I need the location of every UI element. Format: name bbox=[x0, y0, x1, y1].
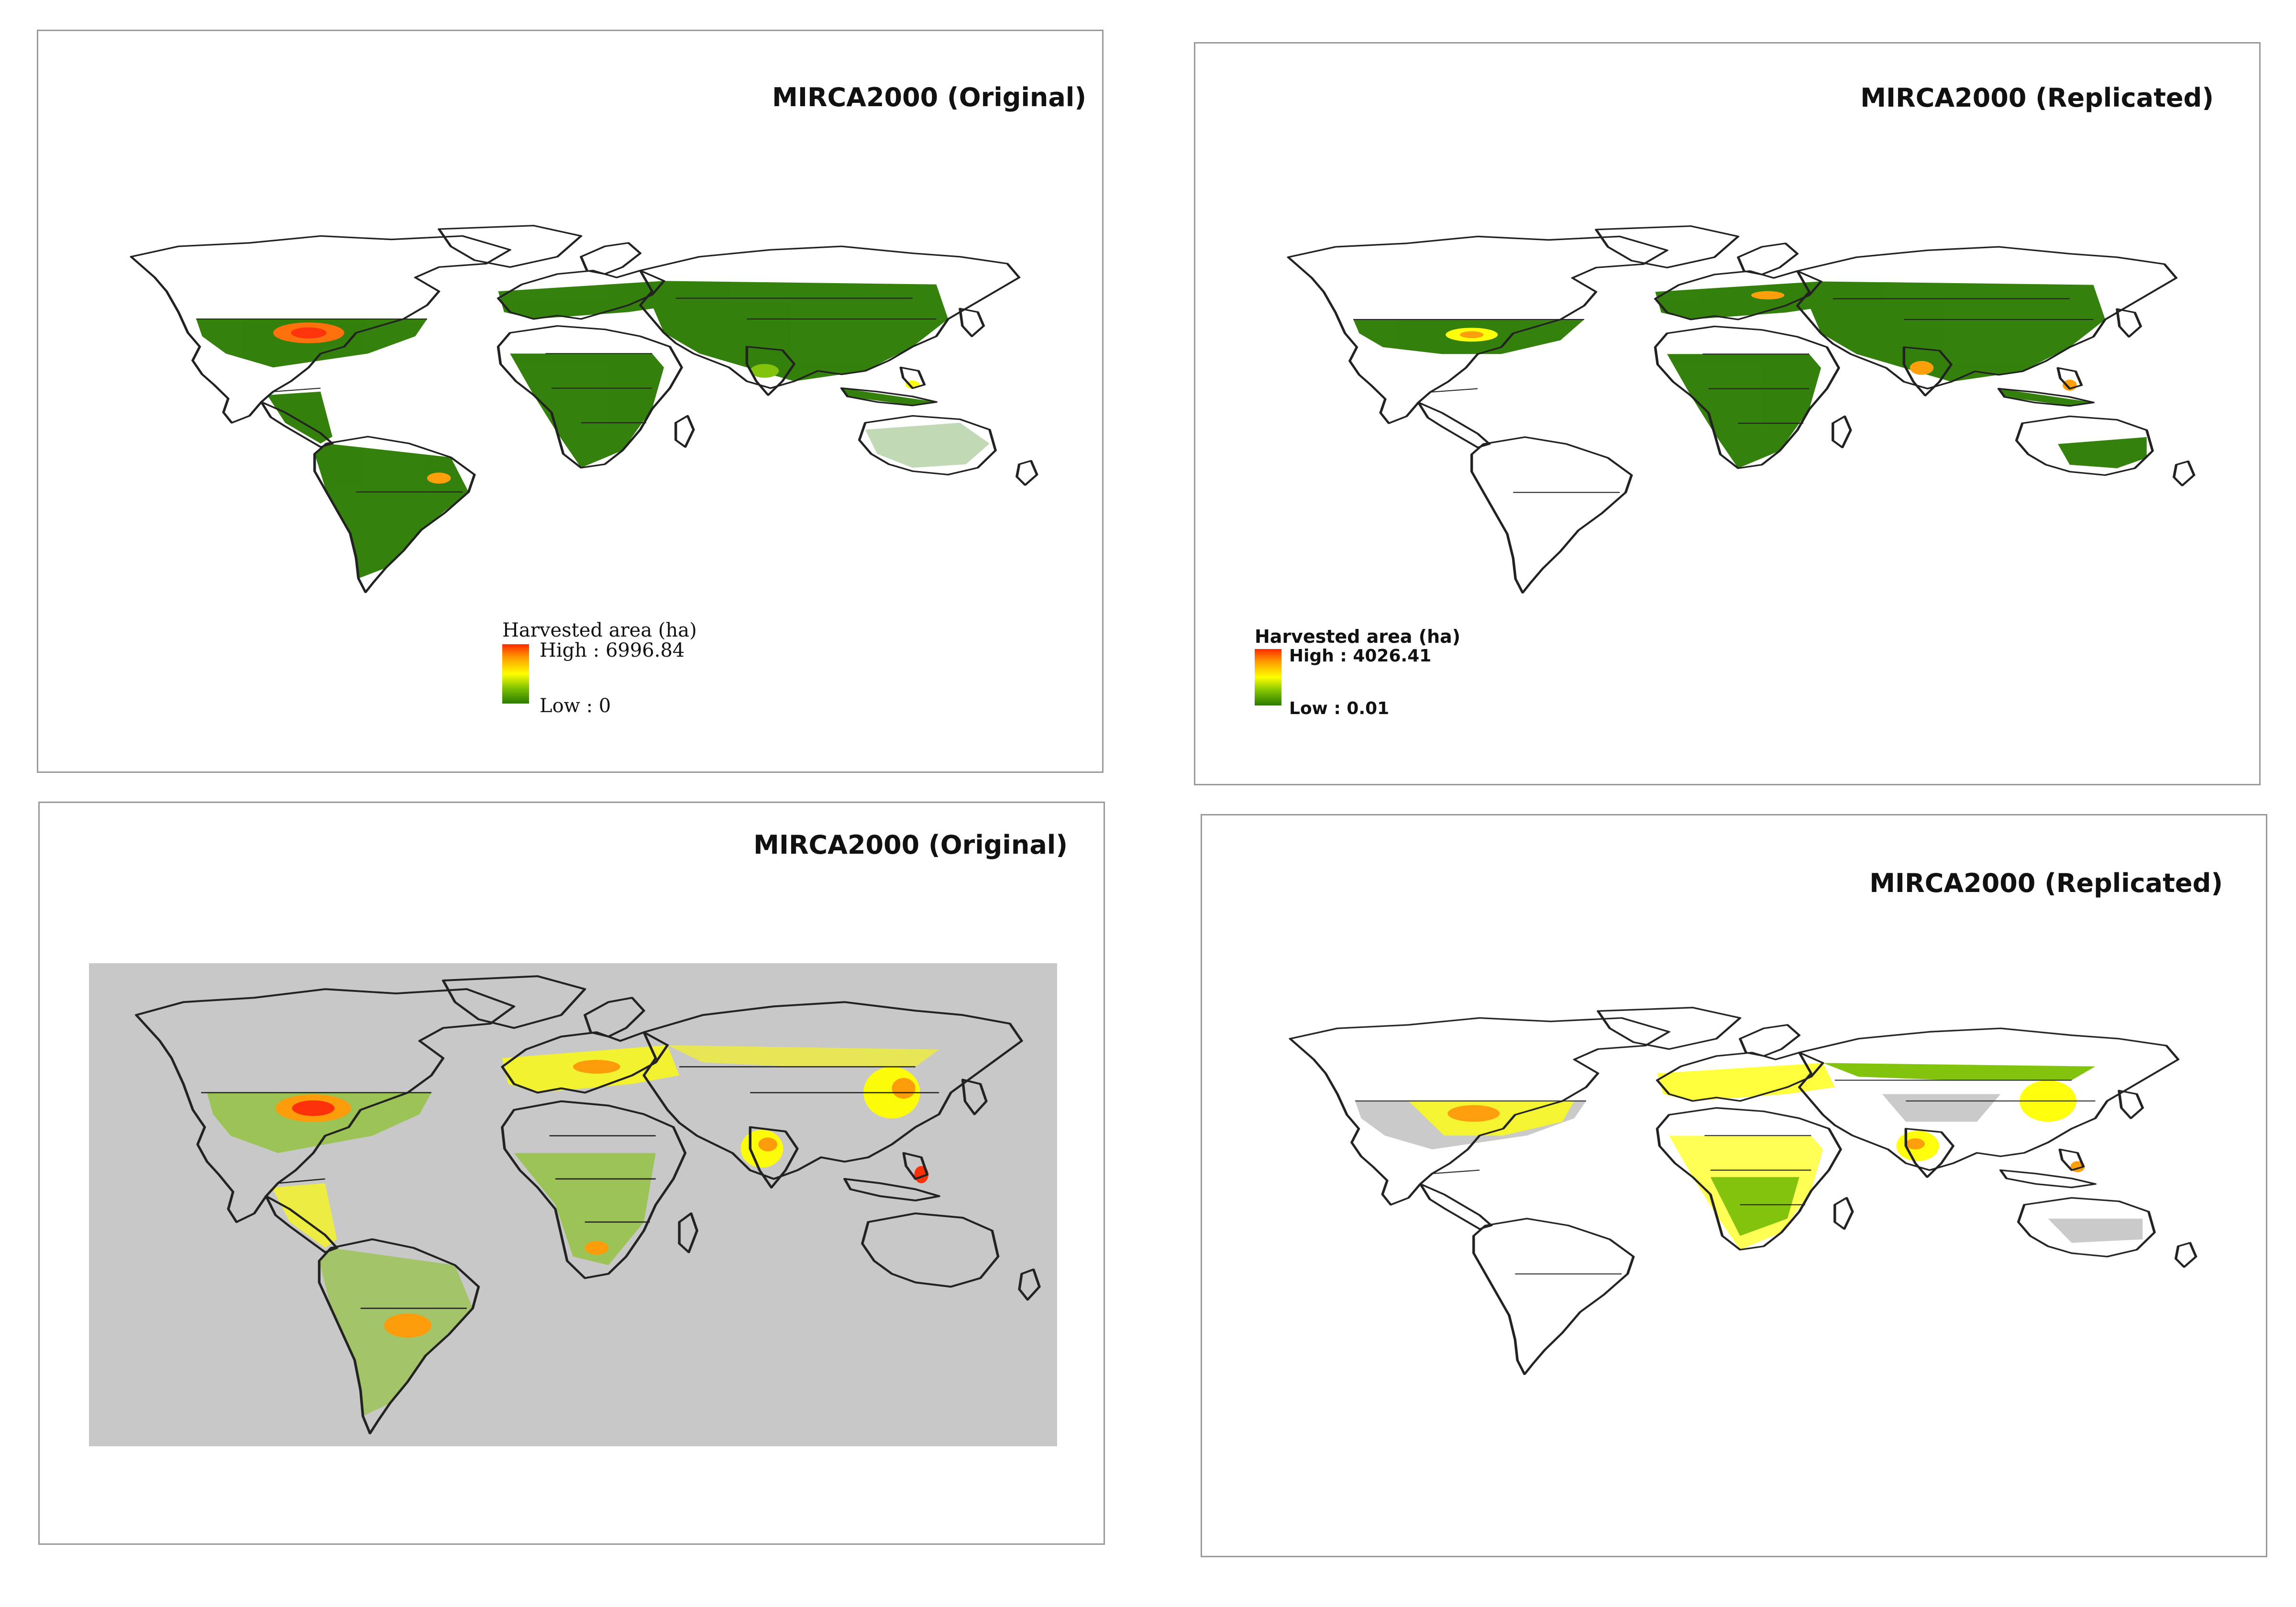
map-panel-replicated-white: MIRCA2000 (Replicated) bbox=[1201, 814, 2267, 1557]
map-legend: Harvested area (ha) High : 6996.84 Low :… bbox=[502, 619, 741, 734]
map-panel-replicated-harvested: MIRCA2000 (Replicated) Harvested area (h… bbox=[1194, 42, 2261, 785]
legend-low-label: Low : 0.01 bbox=[1289, 699, 1390, 718]
map-panel-original-harvested: MIRCA2000 (Original) Harvested area (ha)… bbox=[37, 30, 1104, 773]
legend-color-ramp bbox=[502, 644, 529, 704]
world-map bbox=[1241, 216, 2212, 603]
legend-high-label: High : 6996.84 bbox=[540, 639, 685, 661]
world-map bbox=[84, 215, 1055, 603]
panel-title: MIRCA2000 (Replicated) bbox=[1860, 83, 2214, 113]
panel-title: MIRCA2000 (Replicated) bbox=[1869, 868, 2223, 898]
legend-high-label: High : 4026.41 bbox=[1289, 646, 1432, 666]
map-legend: Harvested area (ha) High : 4026.41 Low :… bbox=[1255, 626, 1494, 741]
harvested-area-raster bbox=[196, 281, 990, 579]
map-panel-original-grey: MIRCA2000 (Original) bbox=[38, 802, 1105, 1545]
legend-title: Harvested area (ha) bbox=[502, 619, 697, 641]
harvested-area-raster bbox=[1353, 281, 2147, 468]
legend-low-label: Low : 0 bbox=[540, 695, 611, 717]
world-map bbox=[1243, 997, 2214, 1385]
legend-title: Harvested area (ha) bbox=[1255, 626, 1461, 647]
harvested-area-raster bbox=[207, 1045, 939, 1416]
harvested-area-raster bbox=[1355, 1063, 2143, 1250]
legend-color-ramp bbox=[1255, 649, 1281, 705]
world-map bbox=[89, 963, 1057, 1446]
panel-title: MIRCA2000 (Original) bbox=[772, 82, 1086, 112]
panel-title: MIRCA2000 (Original) bbox=[753, 830, 1068, 860]
